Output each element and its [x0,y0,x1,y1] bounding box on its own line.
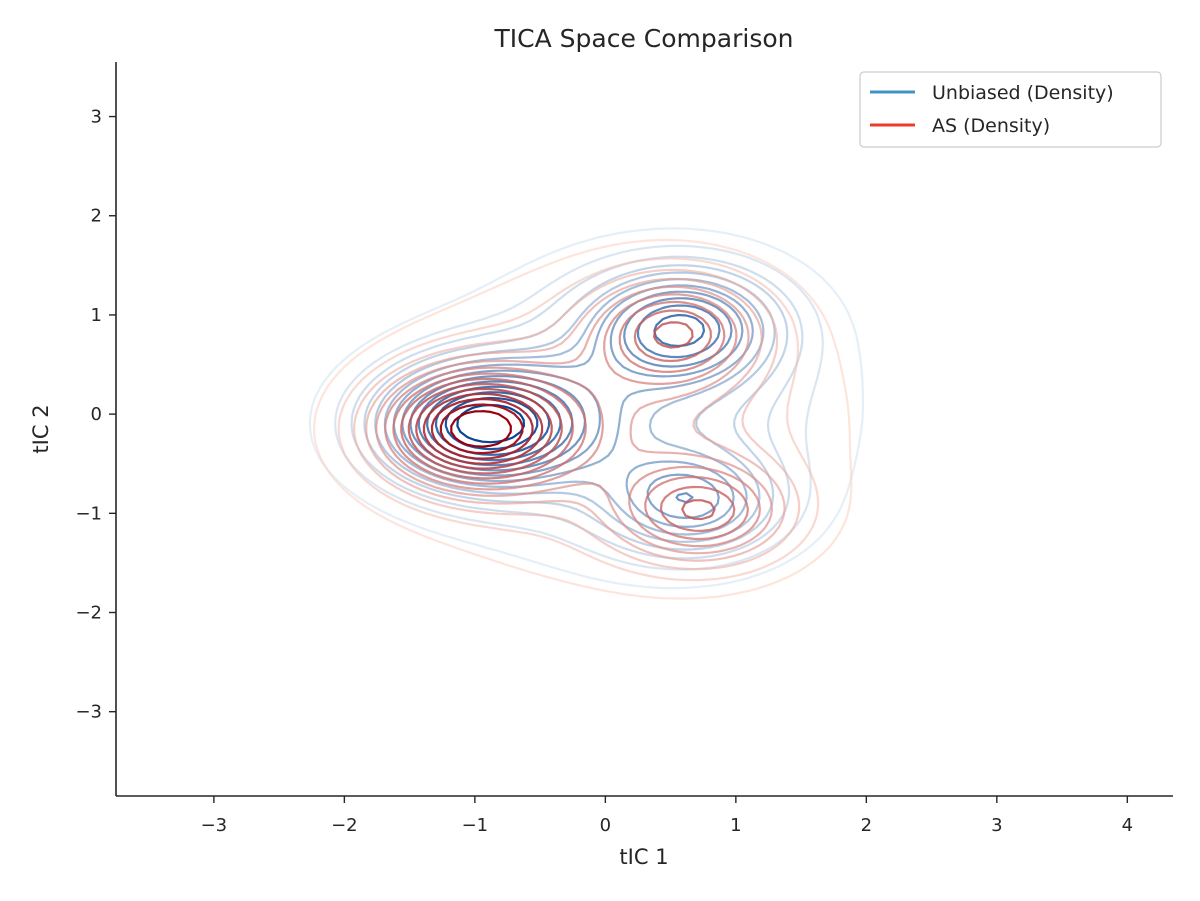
x-tick-label: 0 [600,815,611,836]
contour-level [400,309,736,532]
contour-level [415,387,553,470]
x-axis-ticks: −3 −2 −1 0 1 2 3 4 [201,796,1133,836]
y-tick-label: 0 [91,404,102,425]
y-axis-ticks: −3 −2 −1 0 1 2 3 [75,107,116,723]
contour-level [337,257,820,582]
x-axis-label: tIC 1 [619,845,668,869]
contour-level [392,284,754,528]
legend-label-as: AS (Density) [932,115,1050,137]
contour-level [407,321,716,521]
contour-level [334,244,824,571]
contour-level [456,403,525,444]
y-tick-label: 3 [91,107,102,128]
x-tick-label: 4 [1122,815,1133,836]
contour-level [450,410,512,448]
y-axis-label: tIC 2 [29,404,53,453]
x-tick-label: −1 [462,815,489,836]
x-tick-label: −3 [201,815,228,836]
y-tick-label: 1 [91,305,102,326]
x-tick-label: 3 [991,815,1002,836]
contour-level [439,403,524,455]
contour-level [308,227,865,590]
contour-level [353,268,801,571]
x-tick-label: 2 [861,815,872,836]
contour-level [392,300,749,541]
chart-title: TICA Space Comparison [494,24,794,53]
contour-level [375,285,773,555]
x-tick-label: 1 [730,815,741,836]
legend-box [859,71,1162,148]
y-tick-label: −2 [75,603,102,624]
legend: Unbiased (Density) AS (Density) [859,71,1162,148]
as-density-contours [313,238,853,600]
contour-level [313,238,853,600]
y-tick-label: 2 [91,206,102,227]
legend-label-unbiased: Unbiased (Density) [932,82,1114,104]
contour-level [430,397,534,460]
contour-level [422,392,544,465]
contour-level [365,277,786,562]
unbiased-density-contours [308,227,865,590]
x-tick-label: −2 [331,815,358,836]
y-tick-label: −1 [75,503,102,524]
contour-level [384,293,761,548]
y-tick-label: −3 [75,702,102,723]
